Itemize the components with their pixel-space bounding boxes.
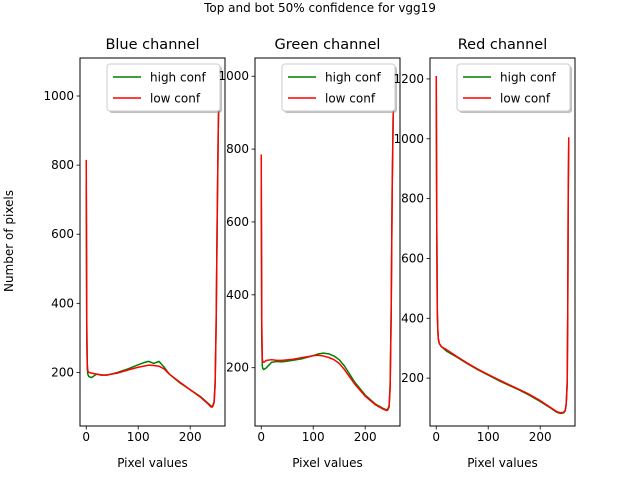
figure-suptitle: Top and bot 50% confidence for vgg19 [203, 1, 436, 15]
y-tick-label: 400 [401, 311, 424, 325]
y-tick-label: 1000 [393, 132, 424, 146]
axes-frame [79, 57, 226, 427]
axes-frame [254, 57, 401, 427]
x-tick-label: 0 [432, 430, 440, 444]
y-tick-label: 200 [226, 361, 249, 375]
y-tick-label: 200 [51, 365, 74, 379]
panel-title: Green channel [275, 37, 381, 53]
panel-2: Green channel 0 100 200 200 400 600 800 1000 Pixe… [218, 37, 401, 470]
axes-frame [429, 57, 576, 427]
legend: high conf low conf [106, 63, 222, 113]
panel-1: Blue channel 0 100 200 200 400 600 800 1000 Pixel… [43, 37, 226, 470]
series-line-low-conf [260, 90, 395, 412]
y-tick-label: 400 [226, 288, 249, 302]
x-tick-label: 100 [127, 430, 150, 444]
panel-3: Red channel 0 100 200 200 400 600 800 1000 1200 Pi… [393, 37, 576, 470]
x-tick-label: 0 [257, 430, 265, 444]
panel-title: Blue channel [105, 37, 199, 53]
y-tick-label: 1200 [393, 72, 424, 86]
series-line-low-conf [435, 75, 570, 414]
y-tick-label: 1000 [218, 69, 249, 83]
x-tick-label: 100 [477, 430, 500, 444]
y-tick-label: 400 [51, 296, 74, 310]
legend-box [456, 63, 571, 112]
legend-label: high conf [325, 71, 382, 85]
x-tick-label: 200 [179, 430, 202, 444]
x-tick-label: 0 [82, 430, 90, 444]
legend-label: high conf [150, 71, 207, 85]
legend-label: low conf [325, 92, 376, 106]
y-tick-label: 600 [401, 251, 424, 265]
x-axis-label: Pixel values [117, 456, 188, 470]
x-tick-label: 100 [302, 430, 325, 444]
legend-label: low conf [150, 92, 201, 106]
x-tick-label: 200 [529, 430, 552, 444]
y-tick-label: 800 [401, 192, 424, 206]
figure-y-axis-label: Number of pixels [2, 190, 16, 292]
y-tick-label: 200 [401, 371, 424, 385]
y-tick-label: 800 [226, 142, 249, 156]
y-tick-label: 600 [51, 227, 74, 241]
legend-label: low conf [500, 92, 551, 106]
legend-label: high conf [500, 71, 557, 85]
y-tick-label: 600 [226, 215, 249, 229]
legend-box [106, 63, 221, 112]
x-axis-label: Pixel values [467, 456, 538, 470]
y-tick-label: 1000 [43, 89, 74, 103]
legend: high conf low conf [456, 63, 572, 113]
legend-box [281, 63, 396, 112]
series-line-low-conf [85, 102, 220, 408]
panel-title: Red channel [458, 37, 548, 53]
x-tick-label: 200 [354, 430, 377, 444]
x-axis-label: Pixel values [292, 456, 363, 470]
y-tick-label: 800 [51, 158, 74, 172]
legend: high conf low conf [281, 63, 397, 113]
